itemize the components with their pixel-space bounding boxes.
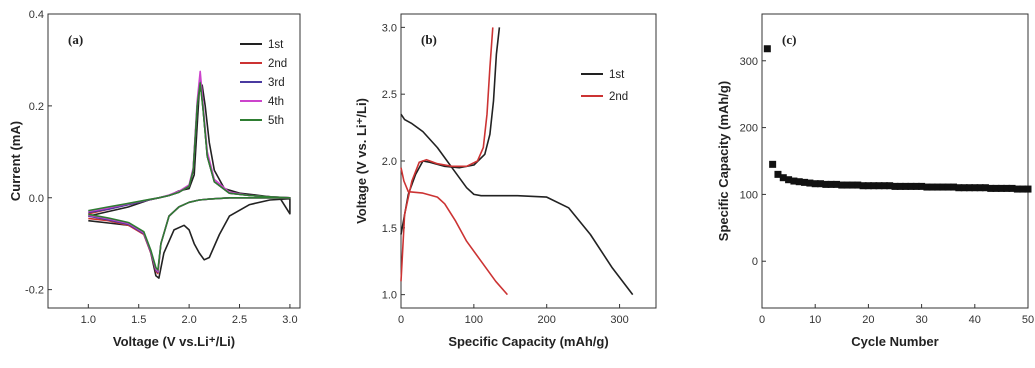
y-axis-label: Specific Capacity (mAh/g) bbox=[716, 81, 731, 241]
x-tick-label: 30 bbox=[915, 314, 927, 326]
plot-frame bbox=[762, 14, 1028, 308]
x-tick-label: 0 bbox=[759, 314, 765, 326]
y-tick-label: 0 bbox=[752, 256, 758, 268]
x-tick-label: 1.5 bbox=[131, 314, 146, 326]
x-tick-label: 1.0 bbox=[81, 314, 96, 326]
plot-frame bbox=[48, 14, 300, 308]
x-tick-label: 40 bbox=[969, 314, 981, 326]
y-tick-label: 100 bbox=[740, 189, 758, 201]
x-tick-label: 20 bbox=[862, 314, 874, 326]
chart-panel-3: 0 10 20 30 40 50 0 100 200 300 Cycle Number Specifi… bbox=[716, 14, 1034, 349]
y-axis-label: Voltage (V vs. Li⁺/Li) bbox=[354, 98, 369, 224]
series-line-3rd bbox=[88, 76, 290, 272]
data-point bbox=[769, 161, 776, 168]
panel-label: (c) bbox=[782, 32, 796, 47]
y-tick-label: 0.2 bbox=[29, 101, 44, 113]
legend: 1st 2nd 3rd 4th 5th bbox=[240, 39, 287, 127]
plot-frame bbox=[401, 14, 656, 308]
y-tick-label: 1.5 bbox=[382, 223, 397, 235]
legend: 1st 2nd bbox=[581, 69, 628, 103]
y-tick-label: 0.4 bbox=[29, 9, 44, 21]
y-tick-label: 2.0 bbox=[382, 156, 397, 168]
y-tick-label: 2.5 bbox=[382, 89, 397, 101]
x-tick-label: 200 bbox=[538, 314, 556, 326]
x-tick-label: 100 bbox=[465, 314, 483, 326]
legend-label: 4th bbox=[268, 96, 284, 108]
x-tick-label: 300 bbox=[610, 314, 628, 326]
x-tick-label: 10 bbox=[809, 314, 821, 326]
data-point bbox=[764, 45, 771, 52]
legend-label: 2nd bbox=[609, 91, 628, 103]
x-axis-label: Specific Capacity (mAh/g) bbox=[448, 334, 608, 349]
y-tick-label: 200 bbox=[740, 123, 758, 135]
y-tick-label: 1.0 bbox=[382, 290, 397, 302]
legend-label: 1st bbox=[609, 69, 625, 81]
legend-label: 2nd bbox=[268, 58, 287, 70]
y-axis-label: Current (mA) bbox=[8, 121, 23, 201]
data-point bbox=[1025, 186, 1032, 193]
x-axis-label: Cycle Number bbox=[851, 334, 938, 349]
chart-panel-1: 1.0 1.5 2.0 2.5 3.0 -0.2 0.0 0.2 0.4 Voltage (V v… bbox=[8, 9, 300, 349]
y-tick-label: 300 bbox=[740, 56, 758, 68]
x-tick-label: 50 bbox=[1022, 314, 1034, 326]
x-tick-label: 2.5 bbox=[232, 314, 247, 326]
panel-label: (a) bbox=[68, 32, 83, 47]
x-axis-label: Voltage (V vs.Li⁺/Li) bbox=[113, 334, 235, 349]
chart-panel-2: 0 100 200 300 1.0 1.5 2.0 2.5 3.0 Specific Capaci… bbox=[354, 14, 656, 349]
series-line-1st-1 bbox=[401, 114, 633, 294]
x-tick-label: 2.0 bbox=[181, 314, 196, 326]
series-line-2nd-2 bbox=[401, 27, 493, 281]
series-line-2nd-1 bbox=[401, 168, 507, 295]
y-tick-label: 0.0 bbox=[29, 193, 44, 205]
series-line-5th bbox=[88, 83, 290, 270]
legend-label: 5th bbox=[268, 115, 284, 127]
panel-label: (b) bbox=[421, 32, 437, 47]
legend-label: 1st bbox=[268, 39, 284, 51]
x-tick-label: 0 bbox=[398, 314, 404, 326]
y-tick-label: 3.0 bbox=[382, 22, 397, 34]
series-line-2nd bbox=[88, 81, 290, 274]
x-tick-label: 3.0 bbox=[282, 314, 297, 326]
y-tick-label: -0.2 bbox=[25, 285, 44, 297]
legend-label: 3rd bbox=[268, 77, 285, 89]
